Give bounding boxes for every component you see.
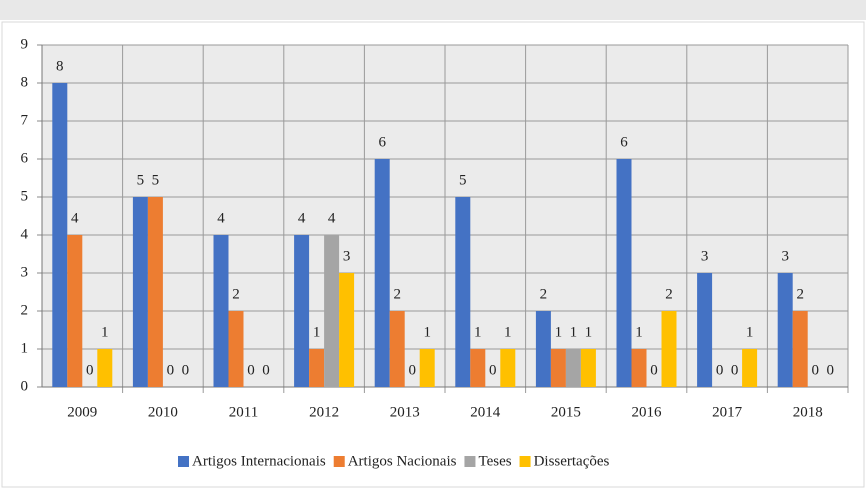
y-tick-label: 6 xyxy=(21,150,29,166)
x-tick-label: 2015 xyxy=(551,404,581,420)
x-tick-label: 2014 xyxy=(470,404,501,420)
bar xyxy=(132,197,148,387)
bar xyxy=(631,349,647,387)
bar xyxy=(97,349,113,387)
x-tick-label: 2011 xyxy=(229,404,258,420)
data-label: 2 xyxy=(665,286,673,302)
data-label: 6 xyxy=(378,134,386,150)
data-label: 4 xyxy=(217,210,225,226)
legend-swatch xyxy=(178,456,189,467)
data-label: 3 xyxy=(781,248,789,264)
bar xyxy=(777,273,793,387)
bar xyxy=(324,235,340,387)
data-label: 1 xyxy=(474,324,482,340)
bar xyxy=(470,349,486,387)
top-bar xyxy=(0,0,866,20)
x-tick-label: 2010 xyxy=(148,404,178,420)
legend-swatch xyxy=(333,456,345,467)
y-tick-label: 4 xyxy=(21,226,29,242)
legend-label: Artigos Internacionais xyxy=(192,453,326,469)
data-label: 1 xyxy=(635,324,643,340)
data-label: 0 xyxy=(826,362,834,378)
bar xyxy=(455,197,471,387)
data-label: 0 xyxy=(408,362,416,378)
data-label: 8 xyxy=(56,58,64,74)
data-label: 5 xyxy=(152,172,160,188)
data-label: 1 xyxy=(504,324,512,340)
data-label: 2 xyxy=(232,286,240,302)
data-label: 4 xyxy=(298,210,306,226)
data-label: 3 xyxy=(701,248,709,264)
y-tick-label: 7 xyxy=(21,112,29,128)
data-label: 0 xyxy=(86,362,94,378)
bar xyxy=(213,235,229,387)
data-label: 4 xyxy=(328,210,336,226)
x-tick-label: 2016 xyxy=(632,404,663,420)
bar xyxy=(294,235,310,387)
x-tick-label: 2017 xyxy=(712,404,743,420)
legend-swatch xyxy=(464,456,476,467)
legend-swatch xyxy=(519,456,531,467)
data-label: 1 xyxy=(423,324,431,340)
data-label: 1 xyxy=(555,324,563,340)
y-tick-label: 2 xyxy=(21,302,29,318)
y-tick-label: 5 xyxy=(21,188,29,204)
data-label: 2 xyxy=(393,286,401,302)
legend-label: Dissertações xyxy=(534,453,610,469)
bar xyxy=(616,159,632,387)
data-label: 0 xyxy=(489,362,497,378)
bar xyxy=(309,349,325,387)
y-tick-label: 3 xyxy=(21,264,29,280)
bar xyxy=(661,311,677,387)
bar xyxy=(389,311,405,387)
bar xyxy=(580,349,596,387)
bar xyxy=(52,83,68,387)
bar xyxy=(147,197,163,387)
data-label: 3 xyxy=(343,248,351,264)
legend-label: Teses xyxy=(478,453,511,469)
bar xyxy=(500,349,516,387)
data-label: 5 xyxy=(459,172,467,188)
x-tick-label: 2012 xyxy=(309,404,339,420)
data-label: 6 xyxy=(620,134,628,150)
bar xyxy=(550,349,566,387)
x-tick-label: 2013 xyxy=(390,404,420,420)
data-label: 1 xyxy=(746,324,754,340)
x-tick-label: 2018 xyxy=(793,404,823,420)
data-label: 0 xyxy=(182,362,190,378)
data-label: 1 xyxy=(101,324,109,340)
data-label: 0 xyxy=(650,362,658,378)
y-tick-label: 0 xyxy=(21,378,29,394)
data-label: 0 xyxy=(716,362,724,378)
bar xyxy=(374,159,390,387)
bar xyxy=(565,349,581,387)
data-label: 2 xyxy=(796,286,804,302)
data-label: 0 xyxy=(167,362,175,378)
data-label: 0 xyxy=(262,362,270,378)
x-tick-label: 2009 xyxy=(67,404,97,420)
data-label: 1 xyxy=(570,324,578,340)
bar xyxy=(419,349,435,387)
y-tick-label: 1 xyxy=(21,340,29,356)
data-label: 1 xyxy=(585,324,593,340)
legend-label: Artigos Nacionais xyxy=(348,453,457,469)
bar xyxy=(228,311,244,387)
data-label: 0 xyxy=(247,362,255,378)
bar xyxy=(339,273,355,387)
data-label: 0 xyxy=(811,362,819,378)
bar xyxy=(742,349,758,387)
bar xyxy=(792,311,808,387)
data-label: 0 xyxy=(731,362,739,378)
data-label: 5 xyxy=(137,172,145,188)
data-label: 4 xyxy=(71,210,79,226)
y-tick-label: 8 xyxy=(21,74,29,90)
data-label: 2 xyxy=(540,286,548,302)
data-label: 1 xyxy=(313,324,321,340)
bar xyxy=(535,311,551,387)
bar xyxy=(67,235,83,387)
bar xyxy=(697,273,713,387)
y-tick-label: 9 xyxy=(21,36,29,52)
